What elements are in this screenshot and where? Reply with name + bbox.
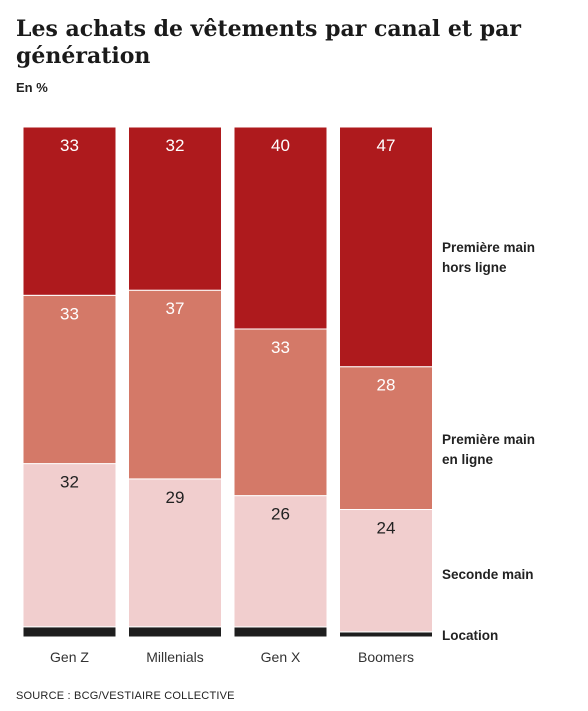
source-note: SOURCE : BCG/VESTIAIRE COLLECTIVE bbox=[16, 690, 235, 702]
data-label: 47 bbox=[377, 136, 396, 155]
x-tick-label: Gen X bbox=[261, 649, 301, 665]
bar-gen-z-premiere-main-hors-ligne bbox=[22, 126, 117, 296]
data-label: 33 bbox=[60, 136, 79, 155]
data-label: 33 bbox=[60, 304, 79, 323]
bar-gen-z-premiere-main-en-ligne bbox=[22, 294, 117, 465]
bar-gen-x-premiere-main-en-ligne bbox=[233, 328, 328, 497]
data-label: 24 bbox=[377, 519, 396, 538]
x-tick-label: Millenials bbox=[146, 649, 204, 665]
data-label: 33 bbox=[271, 338, 290, 357]
data-label: 32 bbox=[60, 473, 79, 492]
bar-boomers-premiere-main-en-ligne bbox=[339, 366, 433, 511]
data-label: 28 bbox=[377, 376, 396, 395]
bar-millenials-premiere-main-hors-ligne bbox=[128, 126, 222, 291]
data-label: 26 bbox=[271, 505, 290, 524]
bar-millenials-seconde-main bbox=[128, 478, 222, 628]
legend-label-premiere-main-hors-ligne: hors ligne bbox=[442, 260, 507, 275]
bar-gen-x-seconde-main bbox=[233, 495, 328, 628]
legend-label-location: Location bbox=[442, 628, 498, 643]
legend-label-premiere-main-en-ligne: Première main bbox=[442, 432, 535, 447]
bar-boomers-premiere-main-hors-ligne bbox=[339, 126, 433, 368]
data-label: 29 bbox=[166, 488, 185, 507]
x-tick-label: Boomers bbox=[358, 649, 414, 665]
data-label: 37 bbox=[166, 299, 185, 318]
data-label: 40 bbox=[271, 136, 290, 155]
bar-boomers-location bbox=[339, 631, 433, 638]
bar-millenials-premiere-main-en-ligne bbox=[128, 289, 222, 480]
legend-label-premiere-main-hors-ligne: Première main bbox=[442, 240, 535, 255]
chart-title: Les achats de vêtements par canal et par… bbox=[16, 16, 521, 69]
bar-boomers-seconde-main bbox=[339, 509, 433, 633]
x-tick-label: Gen Z bbox=[50, 649, 89, 665]
data-label: 32 bbox=[166, 136, 185, 155]
bar-gen-x-premiere-main-hors-ligne bbox=[233, 126, 328, 330]
unit-label: En % bbox=[16, 80, 48, 95]
bar-gen-z-seconde-main bbox=[22, 463, 117, 628]
legend-label-seconde-main: Seconde main bbox=[442, 567, 534, 582]
legend-label-premiere-main-en-ligne: en ligne bbox=[442, 452, 493, 467]
